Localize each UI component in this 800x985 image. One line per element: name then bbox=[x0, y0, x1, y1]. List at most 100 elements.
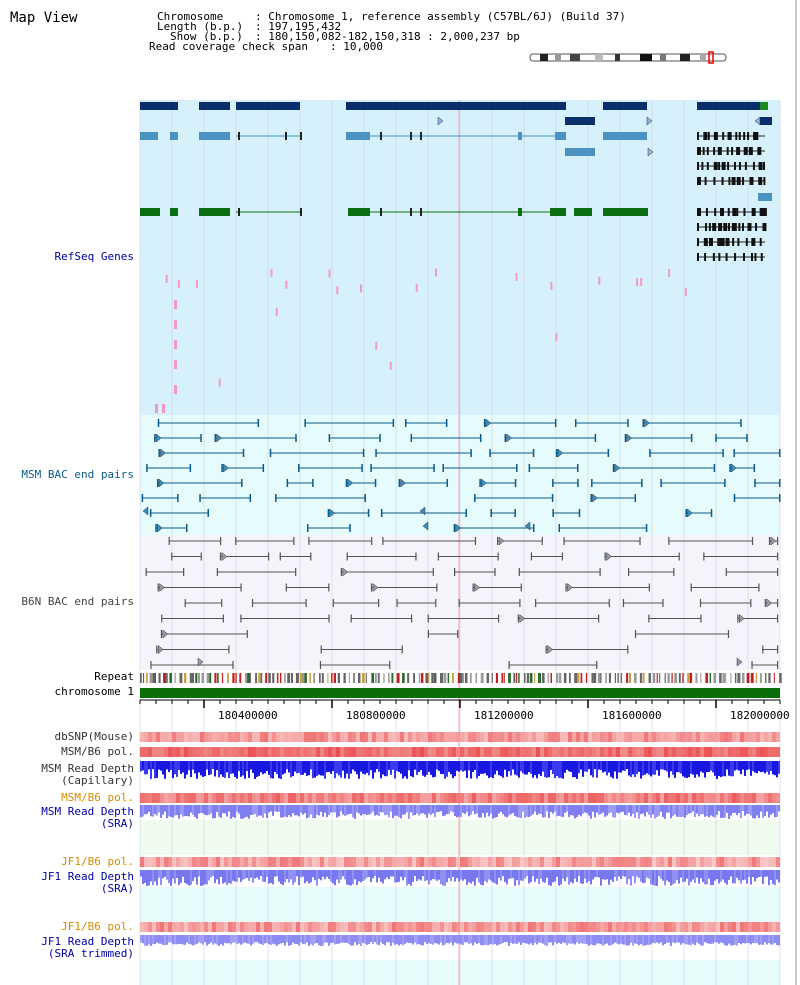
depth-bar bbox=[276, 805, 278, 812]
heat-cell bbox=[552, 922, 556, 932]
track-label-msm-bac[interactable]: MSM BAC end pairs bbox=[21, 468, 134, 481]
heat-cell bbox=[148, 747, 152, 757]
depth-bar bbox=[628, 935, 630, 946]
depth-bar bbox=[332, 761, 334, 771]
depth-bar bbox=[578, 761, 580, 774]
depth-bar bbox=[474, 761, 476, 770]
track-label-jf1-depth-trimmed-1[interactable]: JF1 Read Depth bbox=[41, 935, 134, 948]
track-label-msm-depth-capillary-1[interactable]: MSM Read Depth bbox=[41, 762, 134, 775]
bac-end bbox=[427, 614, 429, 623]
depth-bar bbox=[642, 935, 644, 946]
depth-bar bbox=[620, 935, 622, 944]
depth-bar bbox=[178, 935, 180, 944]
heat-cell bbox=[188, 747, 192, 757]
heat-cell bbox=[492, 793, 496, 803]
heat-cell bbox=[596, 732, 600, 742]
heat-cell bbox=[488, 857, 492, 867]
depth-bar bbox=[478, 761, 480, 776]
depth-bar bbox=[482, 870, 484, 886]
depth-bar bbox=[208, 870, 210, 881]
depth-bar bbox=[178, 870, 180, 886]
track-label-msm-depth-sra-1[interactable]: MSM Read Depth bbox=[41, 805, 134, 818]
depth-bar bbox=[338, 805, 340, 817]
depth-bar bbox=[628, 870, 630, 880]
depth-bar bbox=[404, 805, 406, 815]
scrollbar-edge[interactable] bbox=[795, 0, 797, 985]
depth-bar bbox=[220, 870, 222, 877]
heat-cell bbox=[276, 793, 280, 803]
repeat-mark bbox=[227, 673, 229, 683]
heat-cell bbox=[420, 857, 424, 867]
depth-bar bbox=[602, 805, 604, 813]
track-label-msm-b6-pol-2[interactable]: MSM/B6 pol. bbox=[61, 791, 134, 804]
bac-end bbox=[648, 614, 650, 623]
heat-cell bbox=[544, 732, 548, 742]
heat-cell bbox=[608, 857, 612, 867]
depth-bar bbox=[712, 761, 714, 773]
repeat-mark bbox=[755, 673, 758, 683]
depth-bar bbox=[730, 870, 732, 877]
depth-bar bbox=[150, 870, 152, 882]
depth-bar bbox=[726, 761, 728, 770]
depth-bar bbox=[512, 805, 514, 814]
track-label-repeat[interactable]: Repeat bbox=[94, 670, 134, 683]
gene-exon bbox=[170, 208, 178, 216]
track-label-jf1-depth-sra-1[interactable]: JF1 Read Depth bbox=[41, 870, 134, 883]
gene-exon-mark bbox=[732, 238, 735, 246]
depth-bar bbox=[182, 935, 184, 945]
depth-bar bbox=[310, 870, 312, 883]
depth-bar bbox=[538, 870, 540, 885]
heat-cell bbox=[600, 732, 604, 742]
depth-bar bbox=[736, 805, 738, 816]
depth-bar bbox=[196, 870, 198, 885]
track-label-jf1-b6-pol-2[interactable]: JF1/B6 pol. bbox=[61, 920, 134, 933]
gene-exon-mark bbox=[728, 177, 731, 185]
heat-cell bbox=[548, 922, 552, 932]
heat-cell bbox=[540, 732, 544, 742]
track-label-msm-b6-pol[interactable]: MSM/B6 pol. bbox=[61, 745, 134, 758]
depth-bar bbox=[326, 870, 328, 877]
gene-exon-mark bbox=[743, 132, 746, 140]
heat-cell bbox=[448, 732, 452, 742]
heat-cell bbox=[776, 747, 780, 757]
depth-bar bbox=[662, 870, 664, 881]
track-label-refseq[interactable]: RefSeq Genes bbox=[54, 250, 134, 263]
heat-cell bbox=[512, 922, 516, 932]
bac-end bbox=[177, 494, 179, 502]
heat-cell bbox=[732, 732, 736, 742]
depth-bar bbox=[664, 935, 666, 945]
heat-cell bbox=[668, 732, 672, 742]
depth-bar bbox=[284, 761, 286, 774]
depth-bar bbox=[224, 761, 226, 778]
depth-bar bbox=[596, 761, 598, 778]
heat-cell bbox=[724, 922, 728, 932]
track-label-b6n-bac[interactable]: B6N BAC end pairs bbox=[21, 595, 134, 608]
depth-bar bbox=[420, 935, 422, 946]
heat-cell bbox=[196, 793, 200, 803]
depth-bar bbox=[644, 935, 646, 946]
depth-bar bbox=[448, 805, 450, 814]
depth-bar bbox=[608, 935, 610, 946]
heat-cell bbox=[728, 793, 732, 803]
depth-bar bbox=[422, 935, 424, 946]
track-label-jf1-b6-pol[interactable]: JF1/B6 pol. bbox=[61, 855, 134, 868]
depth-bar bbox=[154, 761, 156, 779]
depth-bar bbox=[628, 761, 630, 776]
depth-bar bbox=[530, 935, 532, 944]
track-label-chromosome[interactable]: chromosome 1 bbox=[54, 685, 134, 698]
depth-bar bbox=[442, 870, 444, 886]
depth-bar bbox=[748, 870, 750, 877]
bac-end bbox=[551, 494, 554, 502]
depth-bar bbox=[504, 870, 506, 883]
track-label-dbsnp[interactable]: dbSNP(Mouse) bbox=[54, 730, 134, 743]
depth-bar bbox=[672, 761, 674, 775]
depth-bar bbox=[588, 761, 590, 770]
depth-bar bbox=[572, 870, 574, 884]
depth-bar bbox=[470, 870, 472, 884]
depth-bar bbox=[624, 935, 626, 945]
heat-cell bbox=[488, 732, 492, 742]
depth-bar bbox=[524, 870, 526, 879]
depth-bar bbox=[284, 935, 286, 946]
depth-bar bbox=[456, 870, 458, 879]
